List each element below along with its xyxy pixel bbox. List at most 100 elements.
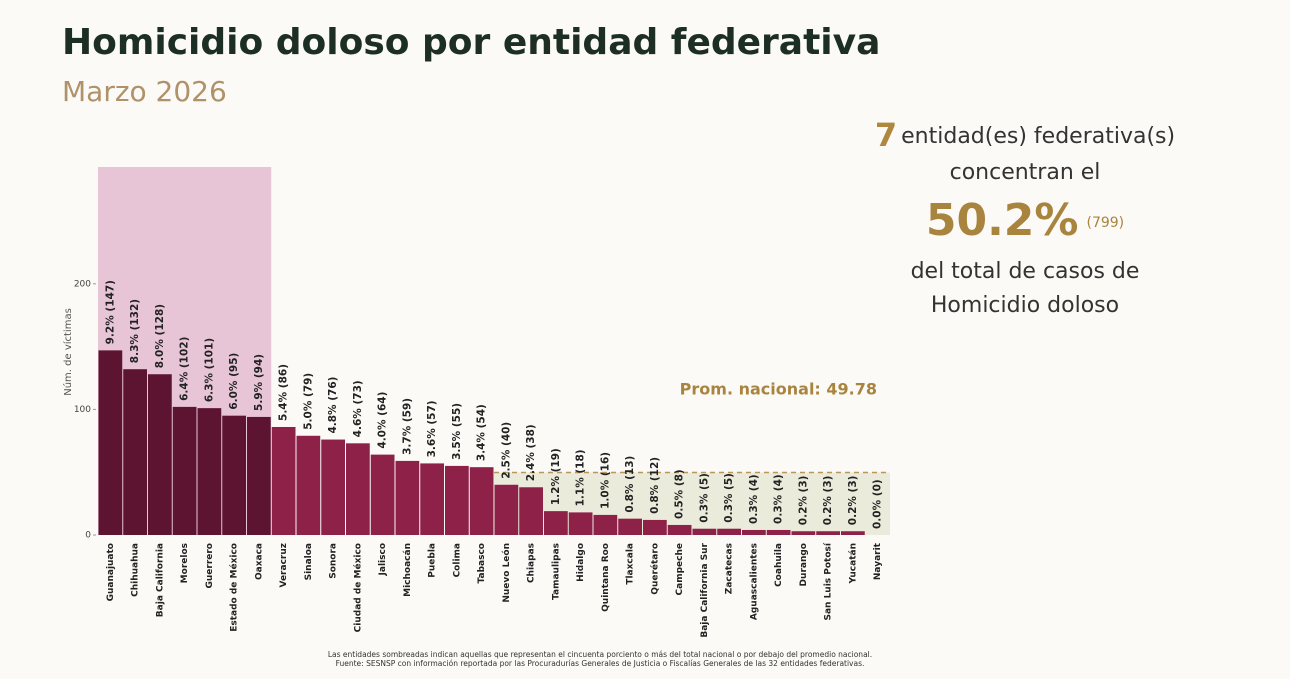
y-tick-label: 0 [85,531,91,541]
x-tick-label: Sonora [329,543,339,579]
value-label: 2.4% (38) [525,424,537,481]
value-label: 0.3% (4) [748,474,760,524]
value-label: 0.0% (0) [872,479,884,529]
x-tick-label: Tlaxcala [626,543,636,585]
x-tick-label: Aguascalientes [749,543,759,620]
x-tick-label: Tamaulipas [551,543,561,600]
x-tick-label: Michoacán [403,543,413,597]
callout-line1: 7 entidad(es) federativa(s) [875,116,1175,154]
bar [271,426,296,535]
x-tick-label: Coahuila [774,543,784,587]
callout-line2: concentran el [950,160,1101,185]
x-tick-label: Baja California Sur [700,542,710,637]
value-label: 4.8% (76) [327,377,339,434]
x-tick-label: Hidalgo [576,543,586,582]
value-label: 1.0% (16) [599,452,611,509]
bar [395,460,420,535]
x-tick-label: Tabasco [477,543,487,583]
value-label: 8.3% (132) [129,299,141,363]
x-tick-label: Guanajuato [106,543,116,601]
x-tick-label: Nuevo León [501,543,512,603]
chart-subtitle: Marzo 2026 [62,75,227,108]
x-tick-label: Durango [799,543,809,586]
value-label: 5.9% (94) [253,354,265,411]
bar [593,514,618,535]
bar [717,528,741,535]
bar [420,463,444,535]
x-tick-label: Puebla [428,543,438,578]
value-label: 6.4% (102) [179,337,191,401]
value-label: 4.0% (64) [377,392,389,449]
bar [618,518,642,535]
value-label: 4.6% (73) [352,380,364,437]
bar [766,529,791,535]
bar [494,484,519,535]
x-tick-label: Zacatecas [725,543,735,594]
bar [742,529,766,535]
x-tick-label: Yucatán [848,543,858,584]
x-tick-label: Baja California [155,543,165,617]
average-label: Prom. nacional: 49.78 [680,380,877,399]
bar [123,369,147,535]
callout-line4: del total de casos de [911,259,1140,284]
value-label: 0.3% (5) [698,473,710,523]
value-label: 0.3% (4) [773,474,785,524]
x-tick-label: Sinaloa [304,543,314,580]
callout-text: entidad(es) federativa(s) [901,124,1175,149]
bar [98,350,123,535]
callout-total: (799) [1087,215,1125,231]
bar [247,416,271,535]
chart-title: Homicidio doloso por entidad federativa [62,22,880,63]
value-label: 5.0% (79) [302,373,314,430]
value-label: 5.4% (86) [278,364,290,421]
value-label: 0.2% (3) [847,476,859,526]
value-label: 0.5% (8) [674,469,686,519]
callout-count: 7 [875,116,897,154]
x-tick-label: Querétaro [649,543,660,595]
x-tick-label: Chihuahua [131,543,141,597]
bar [296,435,321,535]
value-label: 0.8% (13) [624,456,636,513]
callout-line5: Homicidio doloso [931,293,1119,318]
x-tick-label: San Luis Potosí [824,542,834,620]
bar [197,408,222,535]
y-tick-label: 100 [74,405,91,415]
y-axis-title: Núm. de víctimas [62,308,74,396]
value-label: 3.7% (59) [401,398,413,455]
bar [544,511,568,535]
x-tick-label: Jalisco [378,543,388,576]
x-tick-label: Guerrero [205,543,215,589]
value-label: 3.6% (57) [426,400,438,457]
value-label: 3.5% (55) [451,403,463,460]
bar [568,512,593,535]
x-tick-label: Chiapas [527,543,537,583]
x-tick-label: Oaxaca [254,543,264,580]
x-tick-label: Estado de México [229,543,240,632]
x-tick-label: Campeche [675,543,685,595]
bar [370,454,395,535]
bar [321,439,345,535]
value-label: 8.0% (128) [154,304,166,368]
value-label: 1.1% (18) [575,449,587,506]
footnote: Las entidades sombreadas indican aquella… [328,650,872,659]
bar [346,443,370,535]
bar [643,519,667,535]
value-label: 2.5% (40) [500,422,512,479]
bar [148,374,172,535]
y-tick-label: 200 [74,279,91,289]
bar [692,528,717,535]
value-label: 9.2% (147) [104,280,116,344]
value-label: 3.4% (54) [476,404,488,461]
bar [445,465,469,535]
bar [172,406,197,535]
callout-share-line: 50.2% (799) [926,195,1124,246]
value-label: 0.2% (3) [797,476,809,526]
bar [816,531,840,535]
bar [791,531,816,535]
x-tick-label: Veracruz [279,543,289,588]
bar [841,531,865,535]
x-tick-label: Morelos [180,543,190,583]
bar [519,487,543,535]
value-label: 0.3% (5) [723,473,735,523]
